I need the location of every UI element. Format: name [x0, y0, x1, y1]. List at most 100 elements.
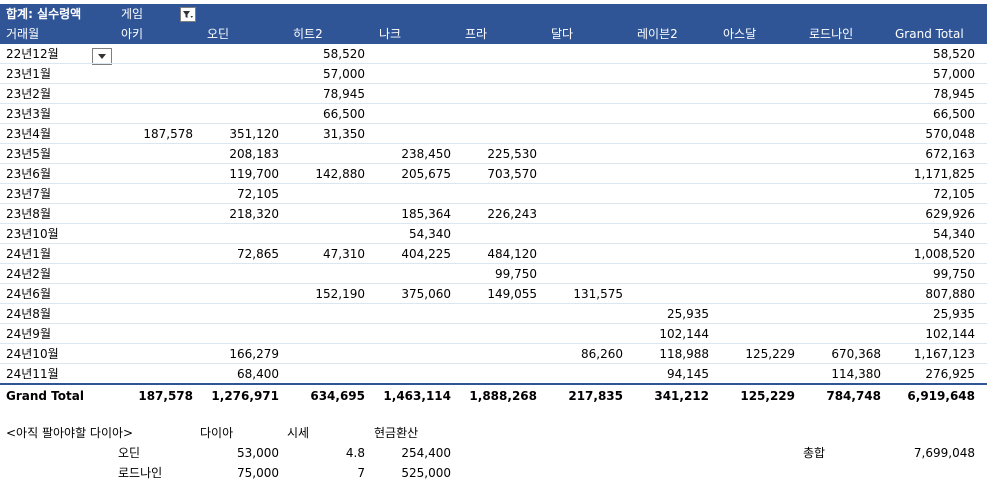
value-cell[interactable]: 404,225: [401, 247, 451, 261]
value-cell[interactable]: 68,400: [237, 367, 279, 381]
value-cell[interactable]: 375,060: [401, 287, 451, 301]
value-cell[interactable]: [799, 244, 885, 264]
row-filter-button[interactable]: [92, 48, 112, 65]
value-cell[interactable]: [541, 364, 627, 384]
value-cell[interactable]: [369, 124, 455, 144]
value-cell[interactable]: [283, 304, 369, 324]
value-cell[interactable]: [541, 124, 627, 144]
value-cell[interactable]: 94,145: [667, 367, 709, 381]
value-cell[interactable]: [713, 244, 799, 264]
value-cell[interactable]: [115, 324, 197, 344]
row-label[interactable]: 23년7월: [6, 187, 51, 201]
value-cell[interactable]: [369, 104, 455, 124]
column-header[interactable]: 아키: [121, 27, 144, 41]
row-grand-total-cell[interactable]: 102,144: [925, 327, 975, 341]
row-grand-total-cell[interactable]: 58,520: [933, 47, 975, 61]
value-cell[interactable]: 185,364: [401, 207, 451, 221]
value-cell[interactable]: [799, 44, 885, 64]
value-cell[interactable]: [799, 284, 885, 304]
value-cell[interactable]: [369, 184, 455, 204]
row-grand-total-cell[interactable]: 570,048: [925, 127, 975, 141]
value-cell[interactable]: 72,865: [237, 247, 279, 261]
value-cell[interactable]: 205,675: [401, 167, 451, 181]
row-grand-total-cell[interactable]: 1,171,825: [913, 167, 975, 181]
row-label[interactable]: 23년2월: [6, 87, 51, 101]
value-cell[interactable]: [713, 144, 799, 164]
value-cell[interactable]: [115, 164, 197, 184]
column-header[interactable]: 오딘: [207, 27, 230, 41]
value-cell[interactable]: [799, 84, 885, 104]
row-grand-total-cell[interactable]: 72,105: [933, 187, 975, 201]
row-label[interactable]: 24년6월: [6, 287, 51, 301]
row-grand-total-cell[interactable]: 25,935: [933, 307, 975, 321]
value-cell[interactable]: [627, 244, 713, 264]
value-cell[interactable]: 118,988: [659, 347, 709, 361]
value-cell[interactable]: [115, 244, 197, 264]
column-header[interactable]: 프라: [465, 27, 488, 41]
value-cell[interactable]: 225,530: [487, 147, 537, 161]
value-cell[interactable]: [197, 284, 283, 304]
value-cell[interactable]: 166,279: [229, 347, 279, 361]
value-cell[interactable]: [369, 84, 455, 104]
value-cell[interactable]: [799, 324, 885, 344]
value-cell[interactable]: [455, 64, 541, 84]
value-cell[interactable]: [627, 204, 713, 224]
value-cell[interactable]: [713, 264, 799, 284]
row-label[interactable]: 24년10월: [6, 347, 59, 361]
row-grand-total-cell[interactable]: 99,750: [933, 267, 975, 281]
value-cell[interactable]: [627, 284, 713, 304]
value-cell[interactable]: 149,055: [487, 287, 537, 301]
column-header[interactable]: 히트2: [293, 27, 323, 41]
value-cell[interactable]: [627, 104, 713, 124]
value-cell[interactable]: 54,340: [409, 227, 451, 241]
value-cell[interactable]: [541, 224, 627, 244]
value-cell[interactable]: [627, 224, 713, 244]
row-label[interactable]: 23년3월: [6, 107, 51, 121]
value-cell[interactable]: [115, 144, 197, 164]
value-cell[interactable]: [627, 264, 713, 284]
value-cell[interactable]: [115, 184, 197, 204]
value-cell[interactable]: [541, 64, 627, 84]
value-cell[interactable]: [115, 224, 197, 244]
value-cell[interactable]: [283, 184, 369, 204]
row-label[interactable]: 23년8월: [6, 207, 51, 221]
value-cell[interactable]: [283, 204, 369, 224]
value-cell[interactable]: [115, 284, 197, 304]
value-cell[interactable]: [115, 204, 197, 224]
value-cell[interactable]: 351,120: [229, 127, 279, 141]
value-cell[interactable]: 484,120: [487, 247, 537, 261]
value-cell[interactable]: 78,945: [323, 87, 365, 101]
column-header-grand-total[interactable]: Grand Total: [895, 27, 964, 41]
value-cell[interactable]: [115, 44, 197, 64]
value-cell[interactable]: [283, 264, 369, 284]
value-cell[interactable]: 238,450: [401, 147, 451, 161]
column-header[interactable]: 로드나인: [809, 27, 854, 41]
value-cell[interactable]: [627, 124, 713, 144]
value-cell[interactable]: 142,880: [315, 167, 365, 181]
row-grand-total-cell[interactable]: 1,167,123: [913, 347, 975, 361]
value-cell[interactable]: [541, 204, 627, 224]
value-cell[interactable]: [541, 324, 627, 344]
value-cell[interactable]: [799, 224, 885, 244]
row-label[interactable]: 24년1월: [6, 247, 51, 261]
row-grand-total-cell[interactable]: 54,340: [933, 227, 975, 241]
row-grand-total-cell[interactable]: 78,945: [933, 87, 975, 101]
value-cell[interactable]: [713, 364, 799, 384]
value-cell[interactable]: [197, 324, 283, 344]
value-cell[interactable]: [713, 304, 799, 324]
value-cell[interactable]: [455, 184, 541, 204]
value-cell[interactable]: [541, 304, 627, 324]
row-label[interactable]: 22년12월: [6, 47, 59, 61]
value-cell[interactable]: [455, 104, 541, 124]
value-cell[interactable]: 58,520: [323, 47, 365, 61]
column-header[interactable]: 나크: [379, 27, 402, 41]
value-cell[interactable]: [455, 44, 541, 64]
value-cell[interactable]: [455, 124, 541, 144]
value-cell[interactable]: 670,368: [831, 347, 881, 361]
value-cell[interactable]: [541, 244, 627, 264]
value-cell[interactable]: [541, 164, 627, 184]
row-label[interactable]: 23년10월: [6, 227, 59, 241]
value-cell[interactable]: 25,935: [667, 307, 709, 321]
value-cell[interactable]: [627, 84, 713, 104]
value-cell[interactable]: [283, 364, 369, 384]
